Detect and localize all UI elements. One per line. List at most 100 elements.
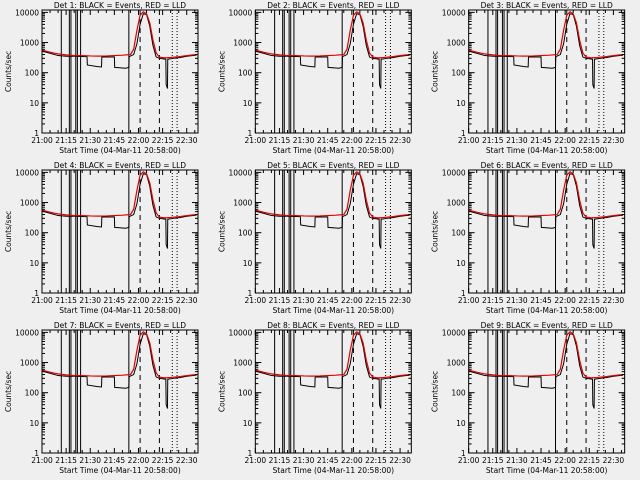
x-tick-label: 21:45 [317, 296, 339, 305]
x-tick-label: 21:45 [530, 136, 552, 145]
plot-data [255, 330, 410, 453]
x-tick-label: 22:15 [152, 296, 174, 305]
plot-frame [254, 9, 412, 134]
x-axis-label: Start Time (04-Mar-11 20:58:00) [273, 466, 395, 475]
plot-data [468, 330, 624, 453]
panel-title: Det 3: BLACK = Events, RED = LLD [481, 1, 613, 10]
series-events-line [255, 333, 410, 409]
x-tick-label: 21:00 [245, 456, 267, 465]
y-tick-label: 1000 [233, 39, 252, 48]
y-tick-label: 100 [451, 389, 466, 398]
x-tick-label: 22:30 [389, 136, 411, 145]
y-axis-label: Counts/sec [217, 211, 226, 252]
x-axis-label: Start Time (04-Mar-11 20:58:00) [486, 306, 608, 315]
panel-2: 1 10 100 1000 10000 21:00 21:15 21:30 21:45 22:00… [217, 1, 412, 155]
y-tick-label: 10 [29, 419, 39, 428]
x-tick-label: 21:15 [269, 296, 291, 305]
y-tick-label: 1 [34, 449, 39, 458]
x-tick-label: 22:00 [128, 136, 150, 145]
y-tick-label: 10 [29, 99, 39, 108]
x-tick-label: 22:00 [554, 296, 576, 305]
y-tick-label: 10 [243, 419, 253, 428]
x-tick-label: 21:15 [482, 456, 504, 465]
x-tick-label: 21:15 [55, 296, 77, 305]
y-axis-label: Counts/sec [431, 51, 440, 92]
x-tick-label: 22:15 [152, 136, 174, 145]
y-tick-label: 100 [451, 69, 466, 78]
x-tick-label: 22:00 [128, 296, 150, 305]
y-tick-label: 10000 [228, 8, 252, 17]
x-tick-label: 21:45 [317, 456, 339, 465]
series-lld-line [42, 330, 197, 379]
y-tick-label: 1 [461, 449, 466, 458]
y-tick-label: 1000 [20, 359, 39, 368]
x-tick-label: 22:30 [176, 136, 198, 145]
x-tick-label: 21:15 [482, 136, 504, 145]
x-tick-label: 21:30 [293, 296, 315, 305]
y-tick-label: 1000 [447, 359, 466, 368]
series-events-line [42, 333, 197, 409]
panel-5: 1 10 100 1000 10000 21:00 21:15 21:30 21:45 22:00… [217, 161, 412, 315]
y-tick-label: 10000 [15, 8, 39, 17]
y-tick-label: 1000 [447, 199, 466, 208]
y-tick-label: 100 [25, 389, 40, 398]
x-tick-label: 22:15 [578, 456, 600, 465]
plot-data [255, 10, 410, 133]
x-tick-label: 22:15 [365, 296, 387, 305]
series-lld-line [468, 330, 624, 379]
x-tick-label: 22:00 [341, 456, 363, 465]
x-tick-label: 21:45 [530, 296, 552, 305]
series-events-line [468, 333, 624, 409]
x-tick-label: 21:45 [317, 136, 339, 145]
panel-1: 1 10 100 1000 10000 21:00 21:15 21:30 21:45 22:00… [4, 1, 199, 155]
plot-data [468, 10, 624, 133]
series-lld-line [42, 170, 197, 219]
y-tick-label: 1000 [20, 39, 39, 48]
y-tick-label: 1 [461, 129, 466, 138]
plot-frame [41, 329, 199, 454]
y-tick-label: 10000 [442, 168, 466, 177]
y-axis-label: Counts/sec [4, 371, 13, 412]
y-tick-label: 1 [248, 129, 253, 138]
y-tick-label: 1 [248, 289, 253, 298]
panel-6: 1 10 100 1000 10000 21:00 21:15 21:30 21:45 22:00… [431, 161, 626, 315]
series-lld-line [255, 330, 410, 379]
y-axis-label: Counts/sec [4, 211, 13, 252]
series-events-line [255, 13, 410, 89]
x-tick-label: 21:30 [79, 136, 101, 145]
x-tick-label: 21:30 [79, 456, 101, 465]
panel-9: 1 10 100 1000 10000 21:00 21:15 21:30 21:45 22:00… [431, 321, 626, 475]
panel-title: Det 1: BLACK = Events, RED = LLD [54, 1, 186, 10]
y-tick-label: 1 [461, 289, 466, 298]
y-axis-label: Counts/sec [217, 51, 226, 92]
x-tick-label: 21:00 [458, 136, 480, 145]
y-tick-label: 10000 [442, 328, 466, 337]
panel-8: 1 10 100 1000 10000 21:00 21:15 21:30 21:45 22:00… [217, 321, 412, 475]
y-axis-label: Counts/sec [431, 371, 440, 412]
x-axis-label: Start Time (04-Mar-11 20:58:00) [486, 466, 608, 475]
y-axis-label: Counts/sec [217, 371, 226, 412]
x-tick-label: 21:15 [269, 136, 291, 145]
x-axis-label: Start Time (04-Mar-11 20:58:00) [59, 466, 181, 475]
panel-title: Det 9: BLACK = Events, RED = LLD [481, 321, 613, 330]
series-lld-line [255, 170, 410, 219]
y-tick-label: 100 [25, 229, 40, 238]
x-tick-label: 22:15 [365, 456, 387, 465]
x-tick-label: 21:15 [55, 456, 77, 465]
series-lld-line [255, 10, 410, 59]
x-tick-label: 21:45 [104, 136, 126, 145]
panel-title: Det 7: BLACK = Events, RED = LLD [54, 321, 186, 330]
plot-data [42, 330, 197, 453]
panel-title: Det 5: BLACK = Events, RED = LLD [267, 161, 399, 170]
plot-frame [254, 329, 412, 454]
x-axis-label: Start Time (04-Mar-11 20:58:00) [273, 146, 395, 155]
y-tick-label: 1000 [233, 199, 252, 208]
y-tick-label: 100 [238, 69, 253, 78]
x-tick-label: 21:15 [55, 136, 77, 145]
y-tick-label: 10 [456, 259, 466, 268]
y-tick-label: 10000 [228, 168, 252, 177]
panel-title: Det 4: BLACK = Events, RED = LLD [54, 161, 186, 170]
panel-3: 1 10 100 1000 10000 21:00 21:15 21:30 21:45 22:00… [431, 1, 626, 155]
y-tick-label: 1 [248, 449, 253, 458]
